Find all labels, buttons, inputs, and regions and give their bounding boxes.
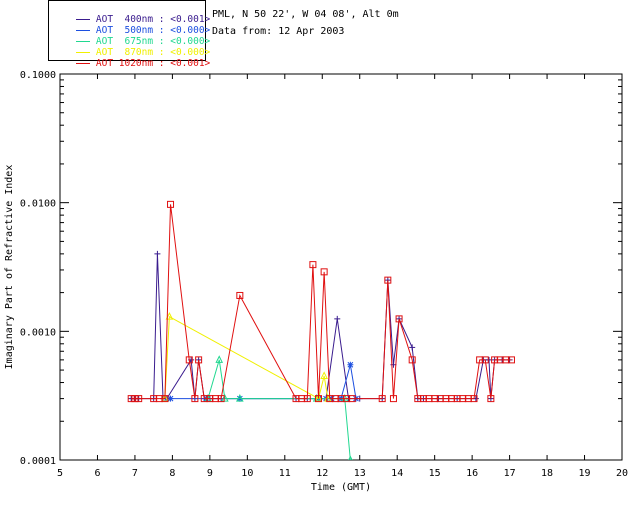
data-point-plus (334, 315, 341, 322)
data-point-square (127, 395, 135, 403)
x-tick-label-8: 8 (169, 468, 175, 479)
legend-swatch-500nm (75, 30, 90, 31)
legend-swatch-400nm (75, 19, 90, 20)
star-d2 (167, 395, 174, 402)
data-point-plus (485, 356, 492, 363)
x-tick-label-9: 9 (207, 468, 213, 479)
data-point-square (167, 200, 175, 208)
data-point-square (315, 395, 323, 403)
site-location: PML, N 50 22', W 04 08', Alt 0m (212, 9, 399, 20)
data-point-star (347, 361, 354, 368)
data-point-square (378, 395, 386, 403)
legend-entry-500nm: AOT 500nm : <0.000> (53, 14, 210, 36)
legend-label-400nm: AOT 400nm : <0.001> (95, 14, 211, 25)
legend-entry-400nm: AOT 400nm : <0.001> (53, 3, 210, 25)
data-point-square (309, 261, 317, 269)
legend-entry-1020nm: AOT 1020nm : <0.001> (53, 47, 210, 69)
x-tick-label-5: 5 (57, 468, 63, 479)
legend-swatch-675nm (75, 41, 90, 42)
data-point-square (236, 291, 244, 299)
x-tick-label-6: 6 (94, 468, 100, 479)
data-point-square (191, 395, 199, 403)
legend: AOT 400nm : <0.001> AOT 500nm : <0.000> … (48, 0, 210, 69)
x-tick-label-20: 20 (616, 468, 628, 479)
series-line (131, 204, 512, 400)
y-tick-label-0.0001: 0.0001 (20, 456, 56, 467)
x-tick-label-14: 14 (391, 468, 403, 479)
x-axis-title: Time (GMT) (311, 482, 371, 493)
legend-entry-675nm: AOT 675nm : <0.000> (53, 25, 210, 47)
series-line (131, 253, 510, 400)
data-point-triangle (215, 355, 224, 363)
data-point-square (384, 276, 392, 284)
series-aot-675nm (204, 355, 353, 460)
data-point-square (217, 395, 225, 403)
y-tick-label-0.0010: 0.0010 (20, 327, 56, 338)
legend-label-500nm: AOT 500nm : <0.000> (95, 25, 211, 36)
data-point-square (395, 315, 403, 323)
data-point-square (507, 356, 515, 364)
series-layer (127, 200, 515, 460)
data-point-square (470, 395, 478, 403)
x-tick-label-11: 11 (279, 468, 291, 479)
x-tick-label-15: 15 (429, 468, 441, 479)
data-point-triangle (348, 455, 353, 460)
plot-frame (59, 73, 623, 461)
data-point-square (195, 356, 203, 364)
x-tick-label-10: 10 (241, 468, 253, 479)
data-point-square (131, 395, 139, 403)
x-tick-label-18: 18 (541, 468, 553, 479)
x-tick-label-13: 13 (354, 468, 366, 479)
data-point-square (185, 356, 193, 364)
series-aot-1020nm (127, 200, 515, 403)
data-date: Data from: 12 Apr 2003 (212, 26, 345, 37)
legend-label-870nm: AOT 870nm : <0.000> (95, 47, 211, 58)
data-point-square (303, 395, 311, 403)
legend-label-1020nm: AOT 1020nm : <0.001> (95, 58, 211, 69)
data-point-square (487, 395, 495, 403)
y-tick-label-0.0100: 0.0100 (20, 199, 56, 210)
data-point-square (161, 395, 169, 403)
star-d2 (347, 361, 354, 368)
data-point-plus (154, 250, 161, 257)
y-axis-title: Imaginary Part of Refractive Index (4, 165, 15, 370)
legend-entry-870nm: AOT 870nm : <0.000> (53, 36, 210, 58)
data-point-square (135, 395, 143, 403)
x-tick-label-17: 17 (504, 468, 516, 479)
data-point-square (320, 268, 328, 276)
x-tick-label-12: 12 (316, 468, 328, 479)
data-point-square (408, 356, 416, 364)
site-info: PML, N 50 22', W 04 08', Alt 0m Data from… (212, 6, 399, 40)
legend-swatch-870nm (75, 52, 90, 53)
axis-ticks: 5 6 7 8 9 10 11 12 13 14 15 16 17 18 19 20 0.0001 0.0010 0… (20, 70, 628, 479)
x-tick-label-19: 19 (579, 468, 591, 479)
data-point-square (389, 395, 397, 403)
data-point-triangle (320, 371, 328, 379)
data-point-triangle (236, 393, 244, 402)
data-point-plus (409, 344, 416, 351)
x-tick-label-16: 16 (466, 468, 478, 479)
data-point-star (167, 395, 174, 402)
data-point-triangle (165, 312, 174, 320)
data-point-square (348, 395, 356, 403)
legend-swatch-1020nm (75, 63, 90, 64)
data-point-triangle (221, 393, 229, 402)
y-tick-label-0.1000: 0.1000 (20, 70, 56, 81)
x-tick-label-7: 7 (132, 468, 138, 479)
legend-label-675nm: AOT 675nm : <0.000> (95, 36, 211, 47)
data-point-square (481, 356, 489, 364)
